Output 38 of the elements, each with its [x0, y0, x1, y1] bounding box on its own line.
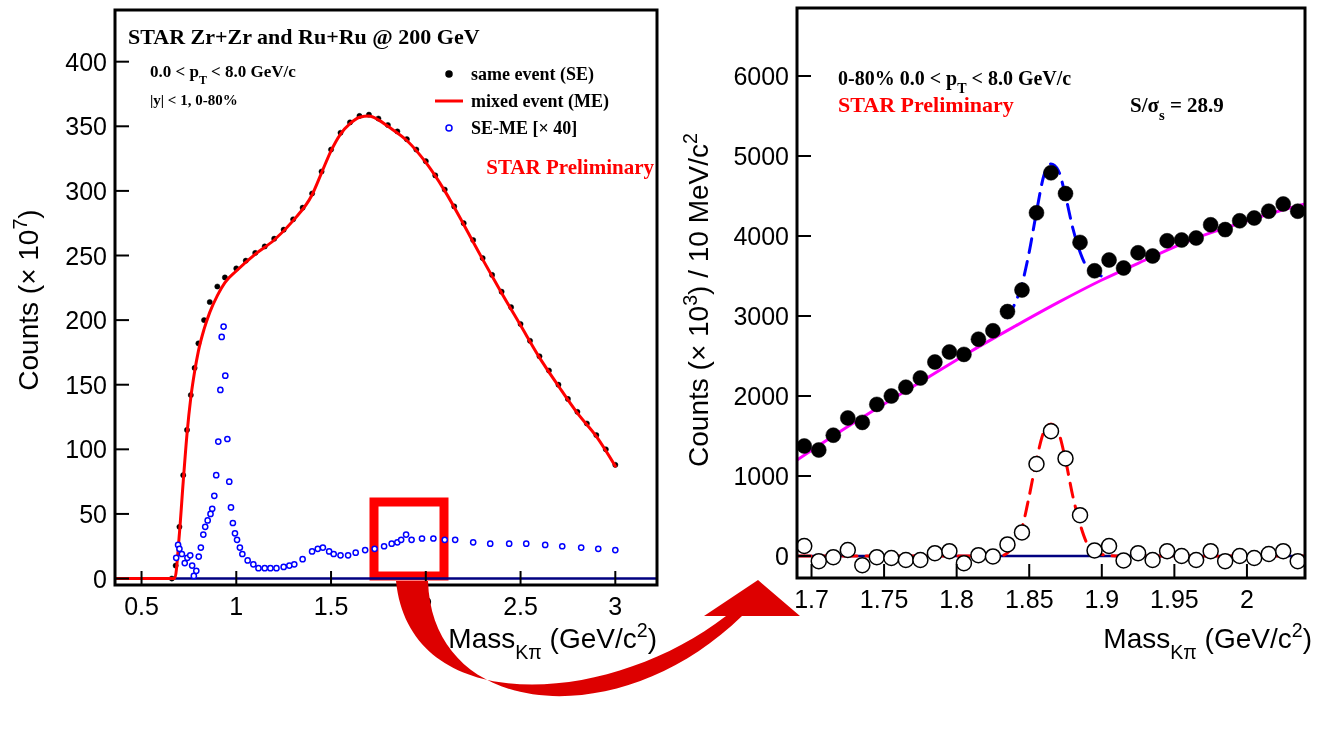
- y-tick-label: 5000: [733, 142, 789, 170]
- x-axis-title: Mass$_{Kπ}$ (GeV/c$^{2}$): [1103, 619, 1312, 663]
- y-tick-label: 150: [65, 370, 107, 399]
- y-tick-label: 400: [65, 47, 107, 76]
- legend-label: SE-ME [× 40]: [471, 118, 578, 138]
- y-tick-label: 6000: [733, 62, 789, 90]
- x-tick-label: 1.5: [313, 592, 349, 620]
- annotation: STAR Preliminary: [486, 155, 655, 179]
- x-tick-label: 1.85: [1004, 585, 1054, 613]
- x-tick-label: 3: [608, 592, 623, 620]
- y-tick-label: 2000: [733, 382, 789, 410]
- x-axis-title: Mass$_{Kπ}$ (GeV/c$^{2}$): [448, 619, 657, 663]
- x-tick-label: 1.7: [794, 585, 829, 613]
- x-tick-label: 1.8: [939, 585, 975, 613]
- legend-label: mixed event (ME): [471, 91, 609, 112]
- y-tick-label: 200: [65, 306, 107, 335]
- x-tick-label: 2: [1239, 585, 1254, 613]
- text: STAR Zr+Zr and Ru+Ru @ 200 GeV: [128, 24, 480, 49]
- x-tick-label: 1.75: [859, 585, 909, 613]
- annotation: |y| < 1, 0-80%: [150, 92, 238, 108]
- legend-label: same event (SE): [471, 64, 594, 85]
- x-tick-label: 1: [229, 592, 244, 620]
- y-tick-label: 300: [65, 176, 107, 205]
- y-tick-label: 250: [65, 241, 107, 270]
- y-tick-label: 1000: [733, 462, 789, 490]
- x-tick-label: 1.9: [1084, 585, 1120, 613]
- y-tick-label: 0: [775, 542, 789, 570]
- x-tick-label: 2.5: [503, 592, 538, 620]
- y-tick-label: 4000: [733, 222, 789, 250]
- y-tick-label: 0: [93, 564, 107, 593]
- y-tick-label: 350: [65, 112, 107, 141]
- annotation: S/σ$_{s}$ = 28.9: [1130, 93, 1224, 123]
- x-tick-label: 1.95: [1150, 585, 1199, 613]
- x-tick-label: 0.5: [124, 592, 159, 620]
- y-tick-label: 50: [79, 499, 107, 528]
- y-tick-label: 3000: [733, 302, 789, 330]
- annotation: 0.0 < p$_{T}$ < 8.0 GeV/c: [150, 62, 297, 87]
- y-tick-label: 100: [65, 435, 107, 464]
